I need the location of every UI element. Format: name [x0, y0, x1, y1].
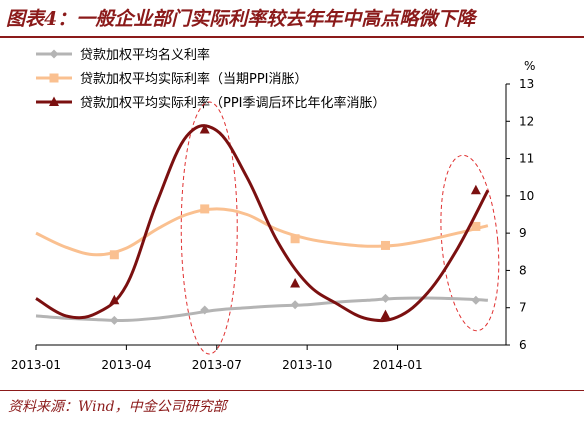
series-marker-triangle [290, 277, 301, 288]
series-marker-triangle [380, 309, 391, 320]
series-line [35, 207, 489, 257]
series-marker-square [200, 204, 210, 214]
series-marker-triangle [199, 123, 210, 134]
source-note: 资料来源：Wind，中金公司研究部 [8, 399, 227, 415]
x-tick-label: 2013-01 [11, 358, 61, 372]
series-marker-diamond [290, 300, 300, 310]
series-marker-diamond [109, 315, 119, 325]
source-rule [0, 390, 584, 391]
y-tick-label: 10 [519, 189, 534, 203]
legend-label: 贷款加权平均名义利率 [80, 47, 210, 63]
series-marker-square [471, 221, 481, 231]
y-tick-label: 8 [519, 263, 527, 277]
y-tick-label: 6 [519, 338, 527, 352]
series-marker-diamond [49, 49, 59, 59]
legend-label: 贷款加权平均实际利率（当期PPI消胀） [80, 71, 308, 87]
highlight-ellipse [180, 101, 238, 355]
series-marker-square [49, 73, 59, 83]
y-tick-label: 9 [519, 226, 527, 240]
y-unit-label: % [524, 59, 535, 73]
series-marker-triangle [49, 96, 59, 106]
highlight-ellipse [440, 154, 500, 332]
y-tick-label: 13 [519, 77, 534, 91]
series-marker-triangle [109, 294, 120, 305]
title-rule [0, 36, 584, 38]
series-marker-diamond [380, 293, 390, 303]
legend-label: 贷款加权平均实际利率（PPI季调后环比年化率消胀） [80, 95, 386, 111]
series-marker-triangle [470, 184, 481, 195]
y-tick-label: 12 [519, 114, 534, 128]
x-tick-label: 2013-10 [282, 358, 332, 372]
y-tick-label: 7 [519, 301, 527, 315]
series-marker-diamond [200, 305, 210, 315]
series-marker-square [109, 250, 119, 260]
highlight-ellipses [180, 101, 500, 355]
chart-title: 图表4：一般企业部门实际利率较去年年中高点略微下降 [6, 8, 476, 30]
axes: 6 7 8 9 10 11 12 13% 2013-01 2013-04 2013-07 2013-1… [11, 59, 535, 372]
x-tick-label: 2013-04 [101, 358, 151, 372]
series-layer [35, 123, 490, 325]
series-marker-square [380, 240, 390, 250]
series-marker-square [290, 234, 300, 244]
x-tick-label: 2014-01 [372, 358, 422, 372]
series-marker-diamond [471, 295, 481, 305]
x-tick-label: 2013-07 [192, 358, 242, 372]
y-tick-label: 11 [519, 152, 534, 166]
